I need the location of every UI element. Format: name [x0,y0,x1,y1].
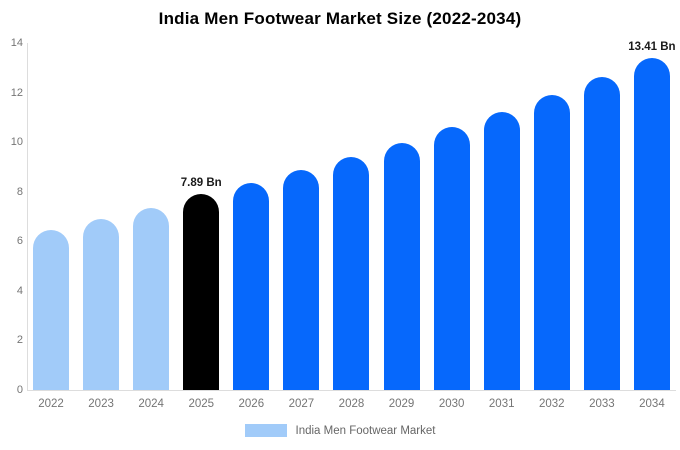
y-axis-line [27,43,28,390]
x-label-2029: 2029 [388,398,415,410]
bar-value-label-2025: 7.89 Bn [180,177,222,190]
x-label-2033: 2033 [589,398,615,410]
x-label-2030: 2030 [438,398,465,410]
x-label-2023: 2023 [88,398,114,410]
x-label-2024: 2024 [138,398,164,410]
x-label-2031: 2031 [488,398,515,410]
bar-2032 [533,95,570,390]
chart-title: India Men Footwear Market Size (2022-203… [158,9,522,28]
bar-2027 [283,169,320,390]
x-label-2032: 2032 [538,398,565,410]
bar-2031 [483,111,520,390]
y-tick-label-2: 2 [16,334,23,347]
x-label-2028: 2028 [338,398,365,410]
bar-2034: 13.41 Bn [628,41,676,390]
legend-label: India Men Footwear Market [295,424,436,437]
legend-item[interactable]: India Men Footwear Market [0,424,680,437]
bar-2030 [433,127,470,390]
y-tick-label-4: 4 [16,284,23,297]
x-label-2034: 2034 [639,398,665,410]
bar-2028 [333,156,370,390]
bar-2026 [233,182,270,390]
bars-area: 7.89 Bn 13.41 Bn [33,41,676,390]
x-label-2026: 2026 [238,398,265,410]
bar-2025: 7.89 Bn [181,177,222,390]
bar-2022 [33,230,69,390]
x-label-2027: 2027 [288,398,315,410]
bar-2029 [383,142,420,390]
y-axis-ticks: 0 2 4 6 8 10 12 14 [0,0,23,450]
y-tick-label-0: 0 [16,384,23,396]
y-tick-label-12: 12 [10,86,23,99]
y-tick-label-14: 14 [10,37,23,49]
x-label-2025: 2025 [188,398,215,410]
y-tick-label-8: 8 [16,185,23,198]
y-tick-label-6: 6 [16,235,23,248]
bar-2023 [83,218,120,390]
bar-2024 [133,207,170,390]
bar-value-label-2034: 13.41 Bn [628,40,676,53]
x-axis-line [27,390,676,391]
x-axis-labels: 2022 2023 2024 2025 2026 2027 2028 2029 2030 2031… [33,398,670,410]
y-tick-label-10: 10 [10,136,23,149]
x-label-2022: 2022 [38,398,64,410]
bar-2033 [583,77,620,390]
legend-swatch [244,424,287,437]
